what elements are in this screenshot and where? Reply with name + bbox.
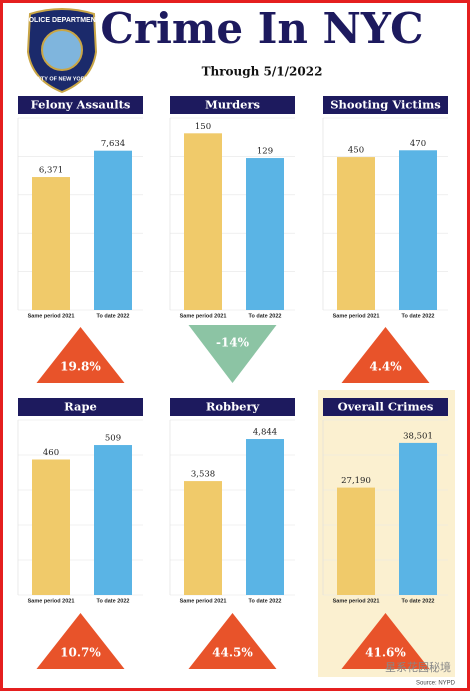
panel-title: Rape xyxy=(64,400,97,414)
value-label: 129 xyxy=(257,147,273,157)
change-triangle xyxy=(188,325,277,383)
change-triangle xyxy=(36,327,125,383)
value-label: 3,538 xyxy=(191,470,215,480)
value-label: 27,190 xyxy=(341,476,371,486)
category-label: To date 2022 xyxy=(249,313,282,319)
page-subtitle: Through 5/1/2022 xyxy=(202,65,323,79)
value-label: 7,634 xyxy=(101,139,125,149)
badge-bottom: CITY OF NEW YORK xyxy=(35,76,88,82)
category-label: Same period 2021 xyxy=(180,598,227,604)
panel-title: Felony Assaults xyxy=(31,98,131,112)
change-label: 44.5% xyxy=(212,646,253,660)
value-label: 150 xyxy=(195,122,211,132)
value-label: 6,371 xyxy=(39,166,63,176)
bar xyxy=(337,487,375,595)
badge-top: POLICE DEPARTMENT xyxy=(24,17,101,24)
change-label: -14% xyxy=(216,336,250,350)
category-label: Same period 2021 xyxy=(333,598,380,604)
value-label: 509 xyxy=(105,434,121,444)
value-label: 460 xyxy=(43,448,59,458)
category-label: To date 2022 xyxy=(249,598,282,604)
page-title: Crime In NYC xyxy=(100,4,423,53)
watermark: 星系花园秘境 xyxy=(385,660,451,674)
bar xyxy=(246,439,284,595)
value-label: 450 xyxy=(348,146,364,156)
badge-seal xyxy=(41,29,83,71)
bar xyxy=(399,150,437,310)
charts: Felony Assaults 6,371 Same period 2021 7,63… xyxy=(17,96,455,677)
change-triangle xyxy=(341,613,430,669)
bar xyxy=(94,445,132,595)
change-triangle xyxy=(188,613,277,669)
panel-title: Shooting Victims xyxy=(330,98,441,112)
panel-title: Murders xyxy=(205,98,260,112)
category-label: To date 2022 xyxy=(97,313,130,319)
panel-header xyxy=(323,398,448,416)
change-label: 19.8% xyxy=(60,360,101,374)
change-triangle xyxy=(36,613,125,669)
bar xyxy=(184,133,222,310)
value-label: 4,844 xyxy=(253,428,277,438)
panel-header xyxy=(323,96,448,114)
panel-title: Robbery xyxy=(206,400,260,414)
panel-title: Overall Crimes xyxy=(338,400,434,414)
bar xyxy=(337,157,375,310)
change-label: 4.4% xyxy=(369,360,402,374)
category-label: To date 2022 xyxy=(402,598,435,604)
panel-header xyxy=(18,398,143,416)
category-label: To date 2022 xyxy=(402,313,435,319)
category-label: Same period 2021 xyxy=(28,313,75,319)
change-triangle xyxy=(341,327,430,383)
bar xyxy=(246,158,284,310)
panel-header xyxy=(18,96,143,114)
category-label: Same period 2021 xyxy=(28,598,75,604)
panel-header xyxy=(170,398,295,416)
source: Source: NYPD xyxy=(416,681,456,687)
category-label: Same period 2021 xyxy=(333,313,380,319)
value-label: 470 xyxy=(410,139,426,149)
value-label: 38,501 xyxy=(403,431,433,441)
bar xyxy=(399,442,437,595)
bar xyxy=(32,459,70,595)
category-label: Same period 2021 xyxy=(180,313,227,319)
bar xyxy=(184,481,222,595)
change-label: 10.7% xyxy=(60,646,101,660)
bar xyxy=(94,150,132,310)
category-label: To date 2022 xyxy=(97,598,130,604)
change-label: 41.6% xyxy=(365,646,406,660)
police-badge: POLICE DEPARTMENT CITY OF NEW YORK xyxy=(24,8,101,94)
panel-header xyxy=(170,96,295,114)
bar xyxy=(32,177,70,310)
